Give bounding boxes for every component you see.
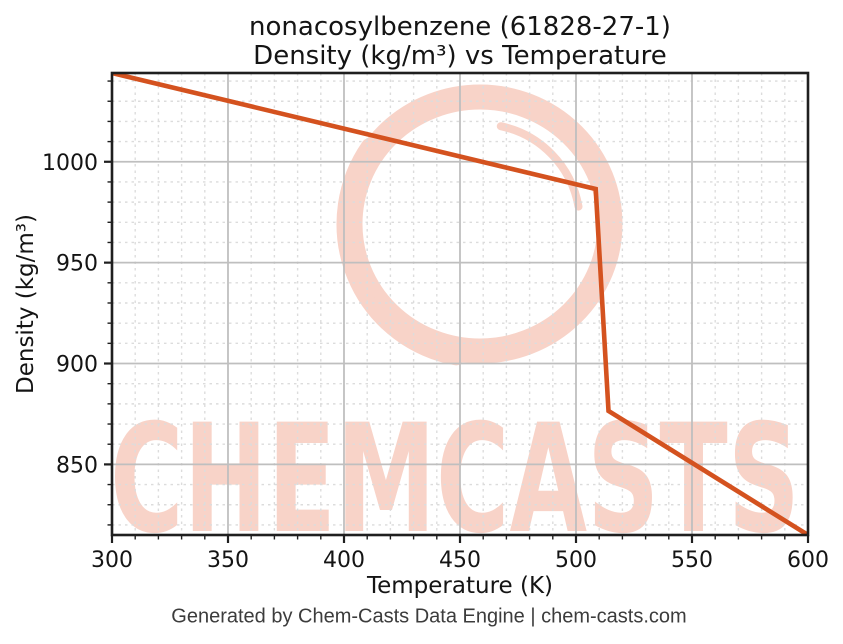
y-tick-label: 850 (56, 453, 98, 478)
y-tick-label: 950 (56, 252, 98, 277)
x-tick-label: 350 (207, 548, 249, 573)
x-tick-label: 300 (91, 548, 133, 573)
x-tick-label: 500 (555, 548, 597, 573)
y-tick-label: 900 (56, 353, 98, 378)
chart-title-line1: nonacosylbenzene (61828-27-1) (249, 12, 671, 42)
watermark-text: CHEMCASTS (110, 393, 800, 567)
footer-text: Generated by Chem-Casts Data Engine | ch… (171, 605, 687, 628)
density-line (112, 73, 808, 535)
x-tick-label: 550 (671, 548, 713, 573)
chart-title: nonacosylbenzene (61828-27-1) Density (k… (249, 12, 671, 72)
plot-border (110, 71, 810, 537)
watermark-ring-icon (337, 84, 623, 364)
watermark-brush-arc-icon (336, 138, 464, 366)
x-tick-label: 600 (787, 548, 829, 573)
watermark-swirl-icon (496, 122, 583, 211)
x-tick-label: 400 (323, 548, 365, 573)
x-axis-label: Temperature (K) (366, 573, 554, 599)
y-tick-label: 1000 (42, 151, 98, 176)
x-tick-label: 450 (439, 548, 481, 573)
chart-title-line2: Density (kg/m³) vs Temperature (253, 41, 667, 72)
watermark-group: CHEMCASTS (110, 84, 800, 567)
